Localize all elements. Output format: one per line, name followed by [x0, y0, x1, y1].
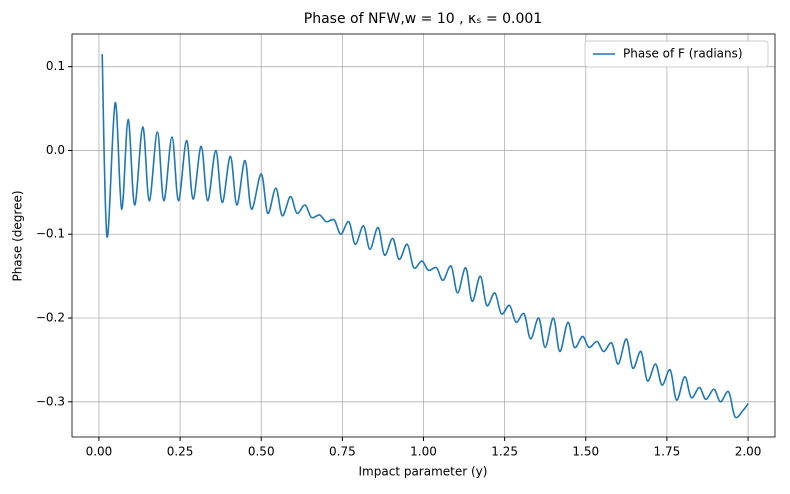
x-tick-label: 0.75	[329, 445, 356, 459]
plot-frame	[71, 33, 776, 438]
legend-box	[584, 40, 769, 68]
x-tick-label: 1.25	[491, 445, 518, 459]
x-tick-label: 0.50	[248, 445, 275, 459]
x-axis-label: Impact parameter (y)	[359, 465, 488, 479]
x-tick-label: 1.75	[654, 445, 681, 459]
x-tick-label: 1.50	[572, 445, 599, 459]
x-tick-label: 1.00	[410, 445, 437, 459]
data-line	[101, 54, 749, 419]
legend-label: Phase of F (radians)	[623, 47, 743, 61]
y-tick-label: 0.0	[46, 143, 65, 157]
y-tick-label: −0.2	[36, 311, 65, 325]
y-tick-label: 0.1	[46, 59, 65, 73]
y-axis-label: Phase (degree)	[11, 190, 25, 281]
x-tick-label: 2.00	[735, 445, 762, 459]
chart-title: Phase of NFW,w = 10 , κₛ = 0.001	[304, 11, 542, 27]
x-tick-label: 0.25	[167, 445, 194, 459]
y-tick-label: −0.1	[36, 227, 65, 241]
x-tick-label: 0.00	[86, 445, 113, 459]
y-tick-label: −0.3	[36, 394, 65, 408]
